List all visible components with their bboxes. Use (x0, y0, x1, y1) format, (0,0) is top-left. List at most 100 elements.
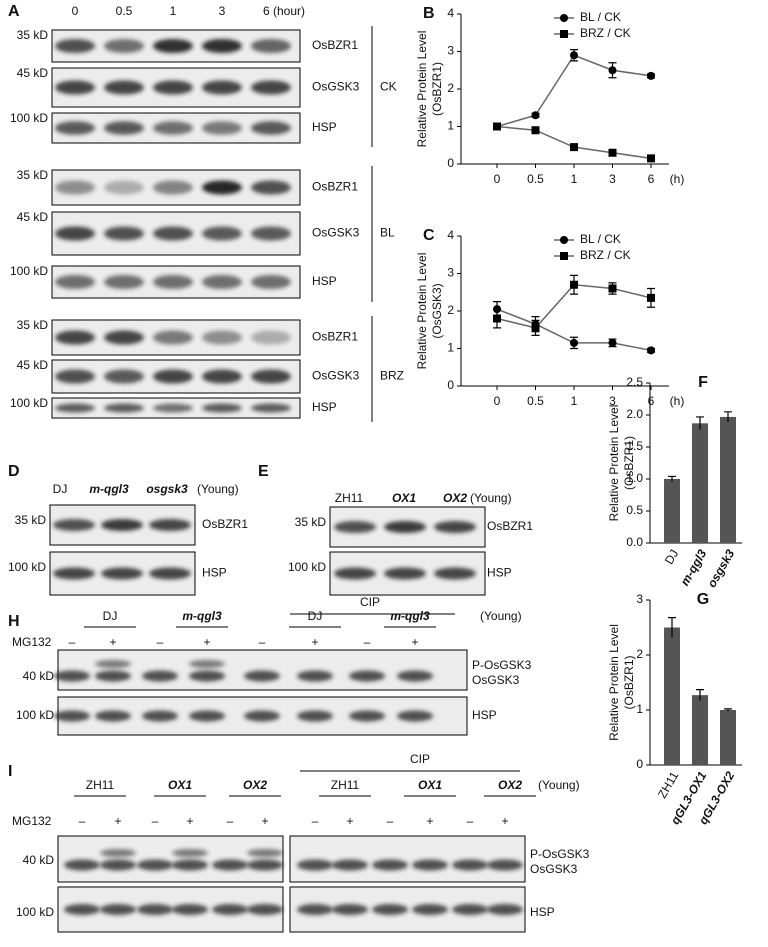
band (372, 904, 408, 915)
band (297, 670, 333, 682)
blot (57, 835, 284, 883)
kd-label: 100 kD (10, 111, 48, 125)
band (55, 80, 95, 95)
group-label: BRZ (380, 369, 404, 383)
protein-label: HSP (472, 708, 497, 722)
protein-label: P-OsGSK3 (530, 847, 590, 861)
y-axis-label: Relative Protein Level (415, 253, 429, 370)
band (153, 121, 193, 135)
band (247, 849, 283, 857)
band (487, 859, 523, 871)
band (212, 904, 248, 915)
y-tick-label: 3 (636, 592, 643, 606)
band (189, 710, 225, 722)
protein-label: OsGSK3 (312, 369, 360, 383)
marker (608, 338, 617, 347)
band (334, 521, 376, 533)
series-line (496, 54, 652, 128)
band (189, 660, 225, 668)
kd-label: 45 kD (17, 210, 49, 224)
band (244, 670, 280, 682)
x-unit: (h) (670, 394, 685, 408)
series-line (496, 125, 652, 160)
x-tick-label: 6 (648, 172, 655, 186)
band (95, 670, 131, 682)
marker (560, 236, 568, 244)
band (189, 670, 225, 682)
x-tick-label: 0 (494, 172, 501, 186)
y-tick-label: 3 (447, 44, 454, 58)
band (202, 80, 242, 95)
y-tick-label: 2 (447, 303, 454, 317)
marker (531, 126, 540, 135)
error-bar (696, 416, 704, 430)
band (434, 567, 476, 580)
marker (560, 252, 568, 260)
panel-letter: I (8, 763, 12, 780)
note: (Young) (480, 609, 522, 623)
band (95, 710, 131, 722)
sign: – (259, 635, 266, 649)
treatment-label: CIP (360, 595, 380, 609)
band (101, 567, 143, 580)
blot (289, 835, 526, 883)
error-bar (668, 475, 676, 482)
band (104, 226, 144, 241)
y-tick-label: 1.5 (626, 439, 643, 453)
band (153, 330, 193, 345)
band (153, 403, 193, 413)
band (452, 904, 488, 915)
y-tick-label: 0 (447, 156, 454, 170)
band (349, 670, 385, 682)
group-label: ZH11 (331, 778, 360, 792)
band (452, 859, 488, 871)
kd-label: 40 kD (23, 669, 55, 683)
protein-label: OsGSK3 (530, 862, 578, 876)
band (142, 670, 178, 682)
band (153, 226, 193, 241)
kd-label: 40 kD (23, 853, 55, 867)
protein-label: HSP (312, 400, 337, 414)
x-unit: (h) (670, 172, 685, 186)
band (251, 403, 291, 413)
bar (720, 710, 736, 765)
kd-label: 100 kD (16, 708, 54, 722)
band (202, 275, 242, 289)
band (384, 521, 426, 533)
error-bar (696, 689, 704, 701)
legend-label: BL / CK (580, 232, 621, 246)
y-tick-label: 0.5 (626, 503, 643, 517)
band (55, 180, 95, 195)
marker (608, 284, 617, 293)
y-axis-label: (OsGSK3) (430, 283, 444, 338)
kd-label: 35 kD (295, 515, 327, 529)
band (172, 904, 208, 915)
marker (570, 280, 578, 289)
band (251, 121, 291, 135)
sign: + (114, 814, 121, 828)
sign: + (261, 814, 268, 828)
band (104, 121, 144, 135)
band (251, 330, 291, 345)
protein-label: HSP (312, 274, 337, 288)
sign: – (79, 814, 86, 828)
marker (647, 154, 655, 163)
marker (647, 293, 655, 302)
band (202, 121, 242, 135)
band (172, 849, 208, 857)
band (104, 403, 144, 413)
band (202, 39, 242, 53)
band (142, 710, 178, 722)
lane-label: 0 (72, 4, 79, 18)
kd-label: 100 kD (10, 396, 48, 410)
kd-label: 45 kD (17, 66, 49, 80)
error-bar (668, 617, 676, 638)
band (64, 859, 100, 871)
band (251, 226, 291, 241)
group-label: m-qgl3 (182, 609, 222, 623)
y-tick-label: 4 (447, 6, 454, 20)
sign: – (69, 635, 76, 649)
band (297, 859, 333, 871)
lane-label: m-qgl3 (89, 482, 129, 496)
band (247, 859, 283, 871)
